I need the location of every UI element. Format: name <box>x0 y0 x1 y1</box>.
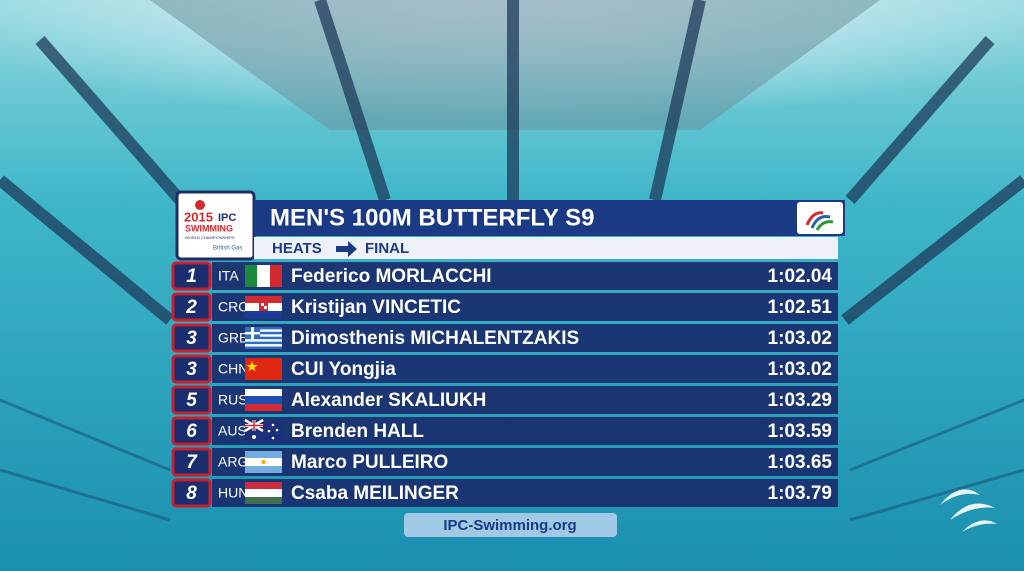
athlete-name: Marco PULLEIRO <box>291 452 448 473</box>
athlete-name: Kristijan VINCETIC <box>291 297 461 318</box>
athlete-name: Federico MORLACCHI <box>291 266 492 287</box>
rank: 7 <box>186 452 198 473</box>
result-time: 1:03.79 <box>768 483 832 504</box>
result-time: 1:02.04 <box>768 266 833 287</box>
country-code: CHN <box>218 361 248 377</box>
country-code: AUS <box>218 423 247 439</box>
flag-gre <box>245 327 282 349</box>
ipc-logo <box>797 202 843 234</box>
stage-bar <box>254 237 838 259</box>
rank: 3 <box>186 359 197 380</box>
rank: 3 <box>186 328 197 349</box>
result-time: 1:03.29 <box>768 390 832 411</box>
stage-to: FINAL <box>365 240 409 257</box>
athlete-name: CUI Yongjia <box>291 359 396 380</box>
logo-sponsor: British Gas <box>213 246 242 252</box>
logo-year: 2015 <box>184 209 213 224</box>
country-code: GRE <box>218 330 248 346</box>
row-background <box>212 386 838 414</box>
country-code: ARG <box>218 454 248 470</box>
rank-box <box>171 416 212 446</box>
flag-chn <box>245 358 282 380</box>
athlete-name: Dimosthenis MICHALENTZAKIS <box>291 328 579 349</box>
arrow-icon <box>336 241 357 257</box>
title: MEN'S 100M BUTTERFLY S9 <box>270 204 594 231</box>
agitos-watermark <box>940 489 997 532</box>
rank-box <box>171 385 212 415</box>
stage-from: HEATS <box>272 240 322 257</box>
rank-box <box>171 323 212 353</box>
rank: 6 <box>186 421 197 442</box>
row-background <box>212 355 838 383</box>
athlete-name: Csaba MEILINGER <box>291 483 459 504</box>
rank-box <box>171 447 212 477</box>
country-code: RUS <box>218 392 248 408</box>
logo-org: IPC <box>218 212 236 224</box>
result-time: 1:03.65 <box>768 452 833 473</box>
flag-ita <box>245 265 282 287</box>
logo-event: WORLD CHAMPIONSHIPS <box>185 235 235 240</box>
rank-box <box>171 261 212 291</box>
flag-rus <box>245 389 282 411</box>
flag-arg <box>245 451 282 473</box>
event-logo: 2015 IPC SWIMMING WORLD CHAMPIONSHIPS Br… <box>175 190 256 261</box>
rank: 8 <box>186 483 197 504</box>
row-background <box>212 448 838 476</box>
result-time: 1:02.51 <box>768 297 833 318</box>
rank: 1 <box>186 266 197 287</box>
row-background <box>212 293 838 321</box>
logo-sport: SWIMMING <box>185 223 233 233</box>
rank: 5 <box>186 390 197 411</box>
country-code: CRO <box>218 299 249 315</box>
athlete-name: Brenden HALL <box>291 421 424 442</box>
title-bar <box>254 200 845 236</box>
result-time: 1:03.02 <box>768 359 832 380</box>
row-background <box>212 479 838 507</box>
rank-box <box>171 478 212 508</box>
row-background <box>212 417 838 445</box>
rank: 2 <box>185 297 197 318</box>
athlete-name: Alexander SKALIUKH <box>291 390 486 411</box>
result-time: 1:03.59 <box>768 421 832 442</box>
flags <box>244 265 282 504</box>
result-time: 1:03.02 <box>768 328 832 349</box>
flag-cro <box>245 296 282 318</box>
row-background <box>212 324 838 352</box>
country-code: HUN <box>218 485 248 501</box>
rank-box <box>171 354 212 384</box>
flag-aus <box>244 418 282 442</box>
footer-pill <box>404 513 617 537</box>
row-background <box>212 262 838 290</box>
footer-url: IPC-Swimming.org <box>443 517 576 534</box>
flag-hun <box>245 482 282 504</box>
rank-box <box>171 292 212 322</box>
country-code: ITA <box>218 268 239 284</box>
